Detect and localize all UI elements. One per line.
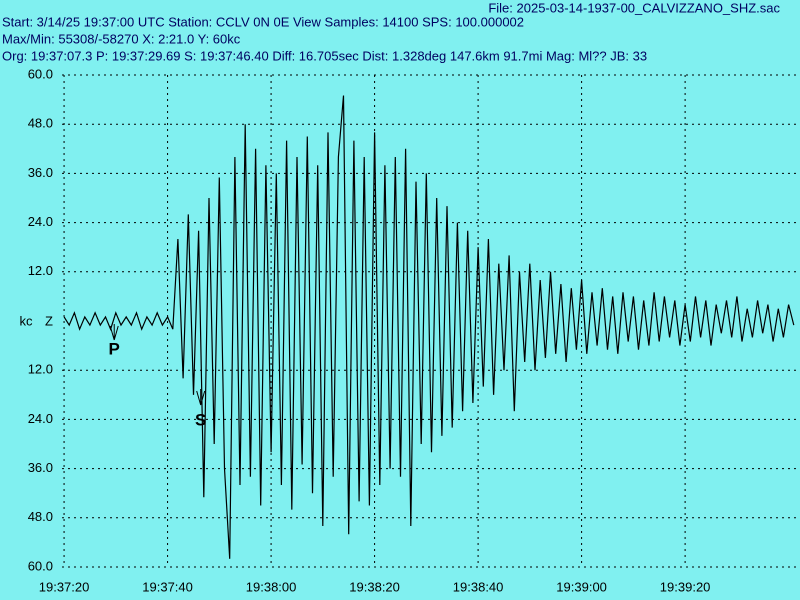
- x-tick-label: 19:37:40: [142, 579, 193, 594]
- x-tick-label: 19:38:00: [246, 579, 297, 594]
- file-name: File: 2025-03-14-1937-00_CALVIZZANO_SHZ.…: [488, 0, 780, 15]
- y-tick-label: 24.0: [28, 214, 53, 229]
- channel-label: Z: [45, 313, 53, 328]
- x-tick-label: 19:38:20: [349, 579, 400, 594]
- header-line: Max/Min: 55308/-58270 X: 2:21.0 Y: 60kc: [2, 31, 241, 46]
- y-tick-label: 48.0: [28, 116, 53, 131]
- phase-label: S: [195, 410, 206, 429]
- y-tick-label: 12.0: [28, 263, 53, 278]
- y-tick-label: 36.0: [28, 460, 53, 475]
- x-tick-label: 19:38:40: [453, 579, 504, 594]
- y-tick-label: 48.0: [28, 509, 53, 524]
- y-tick-label: 60.0: [28, 558, 53, 573]
- y-tick-label: 24.0: [28, 411, 53, 426]
- y-axis-label: kc: [20, 313, 34, 328]
- y-tick-label: 60.0: [28, 66, 53, 81]
- header-line: Org: 19:37:07.3 P: 19:37:29.69 S: 19:37:…: [2, 48, 647, 63]
- trace: [63, 95, 795, 559]
- x-tick-label: 19:39:00: [556, 579, 607, 594]
- phase-arrow: [109, 324, 119, 341]
- y-tick-label: 36.0: [28, 165, 53, 180]
- header-line: Start: 3/14/25 19:37:00 UTC Station: CCL…: [2, 14, 524, 29]
- y-tick-label: 12.0: [28, 362, 53, 377]
- phase-arrow: [196, 389, 206, 406]
- phase-label: P: [109, 339, 120, 358]
- x-tick-label: 19:39:20: [660, 579, 711, 594]
- x-tick-label: 19:37:20: [39, 579, 90, 594]
